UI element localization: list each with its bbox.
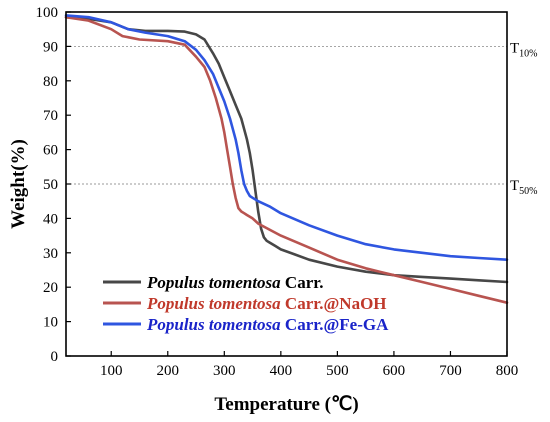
- y-tick-label-80: 80: [43, 74, 58, 90]
- y-tick-label-20: 20: [43, 280, 58, 296]
- y-tick-label-30: 30: [43, 246, 58, 262]
- x-tick-label-500: 500: [326, 363, 349, 379]
- y-tick-label-90: 90: [43, 39, 58, 55]
- legend: Populus tomentosa Carr. Populus tomentosa…: [103, 273, 389, 334]
- x-tick-label-600: 600: [383, 363, 406, 379]
- series-line-1: [64, 15, 509, 304]
- x-tick-label-800: 800: [496, 363, 519, 379]
- x-tick-label-700: 700: [439, 363, 462, 379]
- y-axis-title: Weight(%): [8, 139, 29, 229]
- x-tick-label-400: 400: [270, 363, 293, 379]
- legend-label-0: Populus tomentosa Carr.: [146, 273, 323, 292]
- x-tick-label-300: 300: [213, 363, 236, 379]
- series-line-0: [64, 15, 509, 284]
- y-axis: 0 10 20 30 40 50 60 70 80 90 100: [36, 5, 71, 365]
- x-axis-title: Temperature (℃): [214, 394, 358, 415]
- x-tick-label-100: 100: [100, 363, 123, 379]
- legend-label-2: Populus tomentosa Carr.@Fe-GA: [146, 315, 389, 334]
- y-tick-label-50: 50: [43, 177, 58, 193]
- reference-lines: T10% T50%: [66, 40, 538, 197]
- y-tick-label-0: 0: [51, 349, 59, 365]
- reference-label-1: T50%: [510, 178, 538, 197]
- series-line-2: [64, 14, 509, 261]
- y-tick-label-60: 60: [43, 143, 58, 159]
- y-tick-label-40: 40: [43, 211, 58, 227]
- x-tick-label-200: 200: [157, 363, 180, 379]
- y-tick-label-70: 70: [43, 108, 58, 124]
- x-axis: 100 200 300 400 500 600 700 800: [100, 351, 518, 379]
- y-tick-label-10: 10: [43, 315, 58, 331]
- reference-label-0: T10%: [510, 40, 538, 59]
- legend-label-1: Populus tomentosa Carr.@NaOH: [146, 294, 387, 313]
- y-tick-label-100: 100: [36, 5, 59, 21]
- series-lines: [64, 14, 509, 304]
